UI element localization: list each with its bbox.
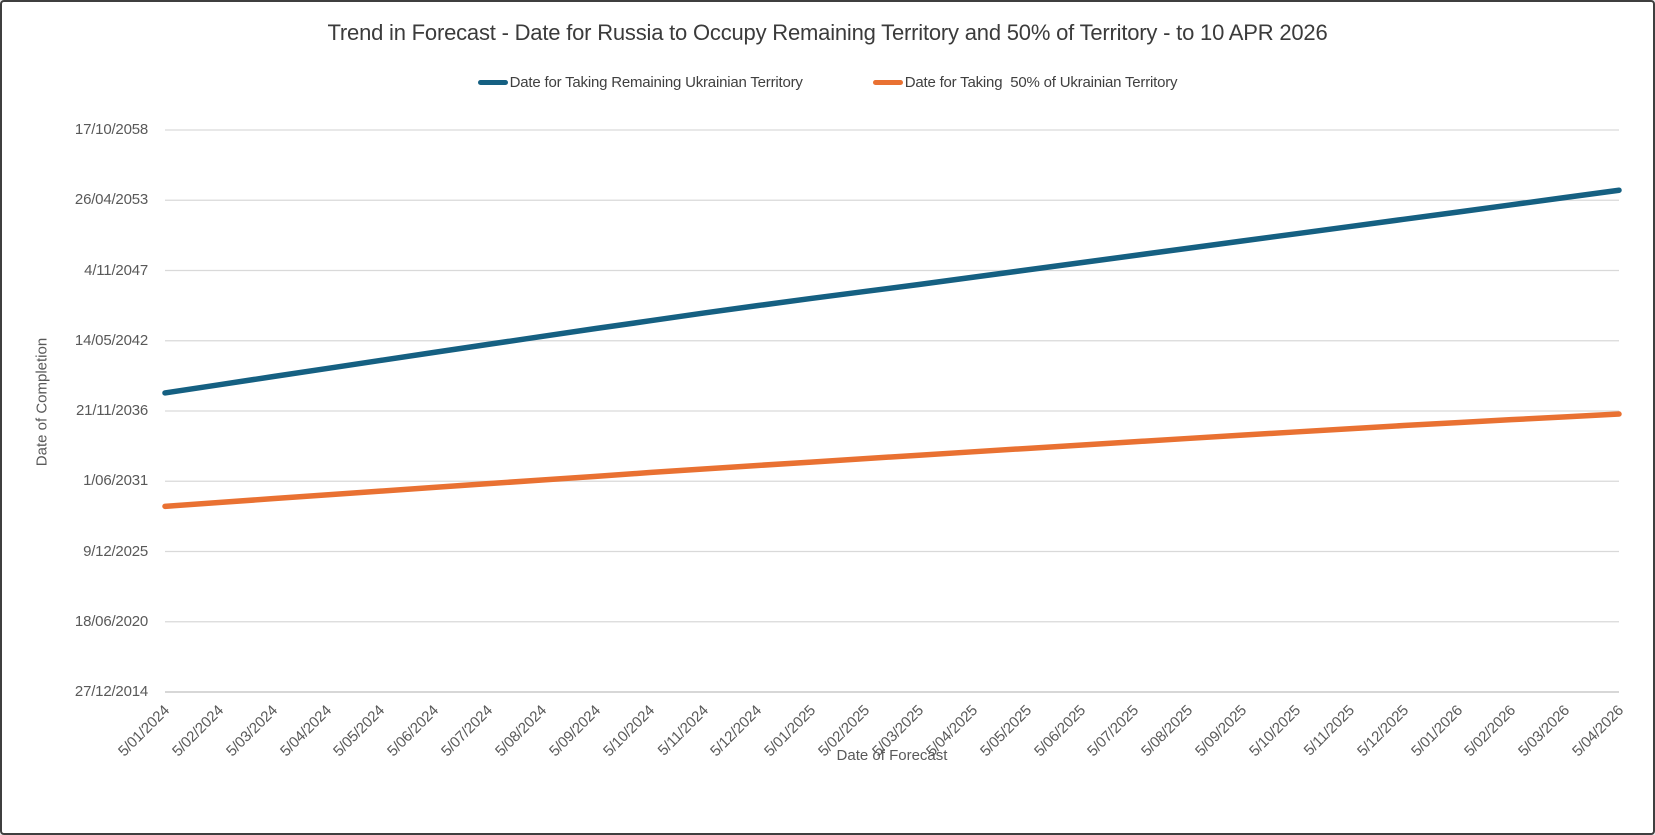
y-axis-tick-label: 27/12/2014 [74, 683, 148, 700]
series-color-marker-icon [872, 80, 903, 85]
legend-label: Date for Taking Remaining Ukrainian Terr… [509, 74, 803, 91]
series-color-marker-icon [477, 80, 508, 85]
legend-label: Date for Taking 50% of Ukrainian Territo… [904, 74, 1178, 91]
legend: Date for Taking Remaining Ukrainian Terr… [2, 74, 1653, 91]
series-line-1 [162, 411, 1622, 510]
series-line-0 [162, 187, 1622, 396]
y-axis-tick-label: 18/06/2020 [74, 612, 148, 630]
y-axis-tick-label: 21/11/2036 [76, 402, 148, 419]
y-axis-title: Date of Completion [33, 337, 51, 467]
y-axis-tick-label: 14/05/2042 [74, 331, 148, 349]
x-axis-title: Date of Forecast [836, 747, 948, 764]
y-axis-tick-label: 26/04/2053 [74, 191, 148, 209]
y-axis-tick-label: 4/11/2047 [84, 261, 148, 279]
legend-item-remaining-territory: Date for Taking Remaining Ukrainian Terr… [477, 74, 803, 91]
y-axis-tick-label: 1/06/2031 [83, 472, 148, 490]
legend-item-50-percent-territory: Date for Taking 50% of Ukrainian Territo… [872, 74, 1178, 91]
y-axis-tick-label: 17/10/2058 [74, 121, 148, 138]
y-axis-tick-label: 9/12/2025 [83, 542, 148, 560]
chart-title: Trend in Forecast - Date for Russia to O… [327, 20, 1328, 45]
